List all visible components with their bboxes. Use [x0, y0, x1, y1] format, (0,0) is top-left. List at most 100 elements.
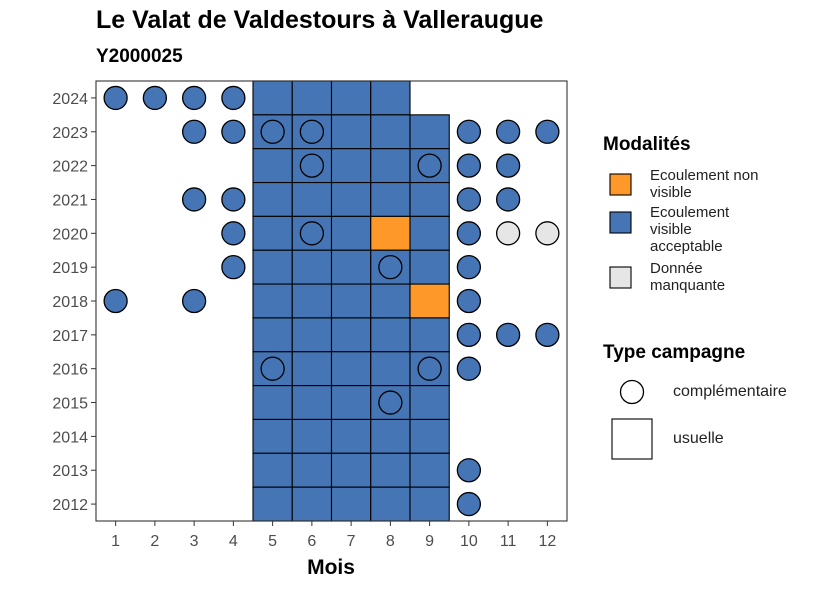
x-axis-label: Mois: [307, 556, 355, 579]
x-tick-label: 6: [307, 533, 316, 550]
tile-2014-7: [330, 418, 372, 454]
chart-title: Le Valat de Valdestours à Valleraugue: [96, 6, 544, 34]
x-tick-label: 2: [150, 533, 159, 550]
tile-2013-7: [330, 452, 372, 488]
legend-swatches: [609, 173, 653, 460]
legend-campagne-title: Type campagne: [603, 342, 746, 363]
legend-swatch-2: [609, 266, 632, 289]
point-2024-3: [181, 85, 207, 111]
legend-item-complementaire: complémentaire: [673, 383, 787, 400]
tile-2018-5: [252, 283, 293, 319]
tile-2012-5: [252, 486, 293, 522]
point-2012-10: [456, 491, 482, 517]
point-2020-11: [495, 221, 521, 246]
point-2017-11: [495, 322, 521, 347]
legend-modalites-title: Modalités: [603, 134, 691, 155]
tile-2014-5: [252, 418, 293, 454]
x-tick-label: 4: [229, 533, 238, 550]
chart-subtitle: Y2000025: [96, 46, 183, 67]
y-tick-label: 2021: [52, 192, 88, 209]
point-2023-10: [456, 119, 482, 144]
point-2024-1: [103, 85, 128, 111]
tile-2020-9: [409, 215, 450, 251]
tile-2017-7: [330, 317, 372, 353]
x-tick-label: 3: [190, 533, 199, 550]
point-2020-10: [456, 221, 482, 246]
point-2017-10: [456, 322, 482, 347]
point-2016-5: [260, 356, 285, 381]
tile-2014-8: [370, 418, 411, 454]
legend-swatch-1: [609, 211, 632, 234]
tile-2022-7: [330, 148, 372, 184]
tile-2013-9: [409, 452, 450, 488]
tile-2022-5: [252, 148, 293, 184]
point-2020-6: [299, 221, 325, 246]
point-2021-3: [181, 187, 207, 212]
legend-item-ecoulement-non-visible: Ecoulement non visible: [650, 167, 759, 201]
tile-2023-7: [330, 114, 372, 150]
tile-2012-7: [330, 486, 372, 522]
tile-2012-9: [409, 486, 450, 522]
point-2021-10: [456, 187, 482, 212]
tile-2020-5: [252, 215, 293, 251]
legend-swatch-0: [609, 173, 632, 196]
y-tick-label: 2013: [52, 463, 88, 480]
point-2024-2: [142, 85, 168, 111]
y-tick-label: 2019: [52, 260, 88, 277]
axes: 1 2 3 4 5 6 7 8 9 10 11 122012201320142015201620172…: [52, 80, 568, 550]
point-2022-6: [299, 153, 325, 178]
x-tick-label: 10: [460, 533, 478, 550]
y-tick-label: 2017: [52, 328, 88, 345]
tile-2012-6: [291, 486, 333, 522]
usuelle-tiles: [252, 80, 450, 522]
tile-2022-8: [370, 148, 411, 184]
tile-2013-5: [252, 452, 293, 488]
tile-2019-5: [252, 249, 293, 285]
point-2018-10: [456, 288, 482, 314]
tile-2015-5: [252, 385, 293, 421]
point-2018-1: [103, 288, 128, 314]
tile-2012-8: [370, 486, 411, 522]
tile-2021-5: [252, 181, 293, 217]
tile-2017-5: [252, 317, 293, 353]
point-2018-3: [181, 288, 207, 314]
legend-circle-complementaire: [619, 379, 645, 405]
point-2024-4: [221, 85, 246, 111]
x-tick-label: 5: [268, 533, 277, 550]
point-2022-10: [456, 153, 482, 178]
point-2022-9: [417, 153, 442, 178]
tile-2014-9: [409, 418, 450, 454]
y-tick-label: 2024: [52, 91, 88, 108]
x-tick-label: 9: [425, 533, 434, 550]
point-2022-11: [495, 153, 521, 178]
tile-2023-8: [370, 114, 411, 150]
tile-2020-7: [330, 215, 372, 251]
point-2019-4: [221, 255, 246, 280]
point-2023-12: [535, 119, 560, 144]
tile-2019-7: [330, 249, 372, 285]
point-2013-10: [456, 458, 482, 483]
point-2019-8: [378, 255, 403, 280]
y-tick-label: 2020: [52, 226, 88, 243]
x-tick-label: 11: [500, 533, 517, 550]
point-2016-10: [456, 356, 482, 381]
y-tick-label: 2022: [52, 159, 88, 176]
x-tick-label: 7: [347, 533, 356, 550]
y-tick-label: 2014: [52, 429, 88, 446]
tile-2014-6: [291, 418, 333, 454]
point-2020-12: [535, 221, 560, 246]
tile-2017-9: [409, 317, 450, 353]
tile-2018-9: [409, 283, 450, 319]
point-2023-4: [221, 119, 246, 144]
legend-item-ecoulement-visible-acceptable: Ecoulement visible acceptable: [650, 204, 730, 255]
point-2020-4: [221, 221, 246, 246]
tile-2017-6: [291, 317, 333, 353]
tile-2020-8: [370, 215, 411, 251]
x-tick-label: 12: [538, 533, 556, 550]
tile-2016-7: [330, 351, 372, 387]
legend-item-donnee-manquante: Donnée manquante: [650, 260, 726, 294]
y-tick-label: 2015: [52, 396, 88, 413]
tile-2021-6: [291, 181, 333, 217]
tile-2019-9: [409, 249, 450, 285]
